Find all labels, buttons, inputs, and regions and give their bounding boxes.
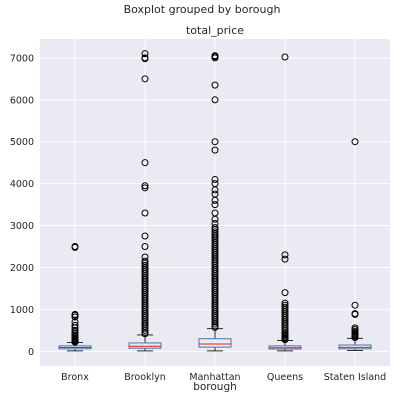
- x-tick-label: Brooklyn: [124, 372, 166, 383]
- outlier-point: [281, 251, 289, 259]
- outlier-point: [71, 338, 79, 346]
- y-tick-label: 2000: [10, 263, 34, 274]
- y-tick-label: 7000: [10, 53, 34, 64]
- y-tick-label: 1000: [10, 305, 34, 316]
- y-tick-label: 0: [28, 347, 34, 358]
- grid-lines: [40, 39, 390, 366]
- outlier-point: [71, 243, 79, 251]
- outlier-point: [141, 159, 149, 167]
- y-tick-label: 6000: [10, 95, 34, 106]
- x-axis-label: borough: [193, 381, 237, 393]
- outlier-point: [211, 215, 219, 223]
- y-tick-label: 3000: [10, 221, 34, 232]
- outlier-point: [351, 138, 359, 146]
- outlier-point: [211, 201, 219, 209]
- outlier-point: [211, 175, 219, 183]
- outlier-point: [71, 313, 79, 321]
- box-group: [58, 243, 92, 352]
- figure-suptitle: Boxplot grouped by borough: [123, 3, 281, 16]
- outlier-point: [211, 96, 219, 104]
- outlier-point: [351, 333, 359, 341]
- outlier-point: [211, 54, 219, 62]
- box-series: [58, 50, 372, 352]
- outlier-point: [211, 138, 219, 146]
- y-tick-labels: 0 1000 2000 3000 4000 5000 6000 7000: [10, 53, 34, 357]
- box-group: [198, 52, 232, 352]
- outlier-point: [211, 318, 219, 326]
- y-tick-label: 5000: [10, 137, 34, 148]
- box-iqr: [198, 338, 232, 348]
- x-tick-label: Manhattan: [189, 372, 240, 383]
- outlier-point: [141, 330, 149, 338]
- outlier-point: [351, 310, 359, 318]
- box-group: [268, 53, 302, 352]
- y-tick-label: 4000: [10, 179, 34, 190]
- axes-title: total_price: [185, 24, 245, 37]
- outlier-point: [141, 75, 149, 83]
- x-tick-labels: Bronx Brooklyn Manhattan Queens Staten Islan…: [61, 372, 386, 383]
- outlier-point: [141, 182, 149, 190]
- outlier-point: [211, 81, 219, 89]
- box-group: [338, 138, 372, 351]
- outlier-point: [211, 323, 219, 331]
- outlier-point: [141, 209, 149, 217]
- outlier-point: [351, 301, 359, 309]
- outlier-point: [211, 320, 219, 328]
- box-group: [128, 50, 162, 352]
- outlier-point: [141, 324, 149, 332]
- outlier-point: [141, 243, 149, 251]
- box-iqr: [128, 342, 162, 349]
- outlier-point: [141, 55, 149, 63]
- x-tick-label: Queens: [267, 372, 303, 383]
- outlier-point: [281, 255, 289, 263]
- outlier-point: [211, 146, 219, 154]
- x-tick-label: Staten Island: [324, 372, 386, 383]
- outlier-point: [211, 196, 219, 204]
- outlier-point: [281, 324, 289, 332]
- outlier-point: [141, 232, 149, 240]
- outlier-point: [141, 184, 149, 192]
- outlier-point: [71, 321, 79, 329]
- outlier-point: [281, 289, 289, 297]
- outlier-point: [281, 336, 289, 344]
- outlier-point: [281, 53, 289, 61]
- outlier-point: [211, 186, 219, 194]
- x-tick-label: Bronx: [61, 372, 89, 383]
- outlier-point: [141, 326, 149, 334]
- outlier-point: [141, 50, 149, 58]
